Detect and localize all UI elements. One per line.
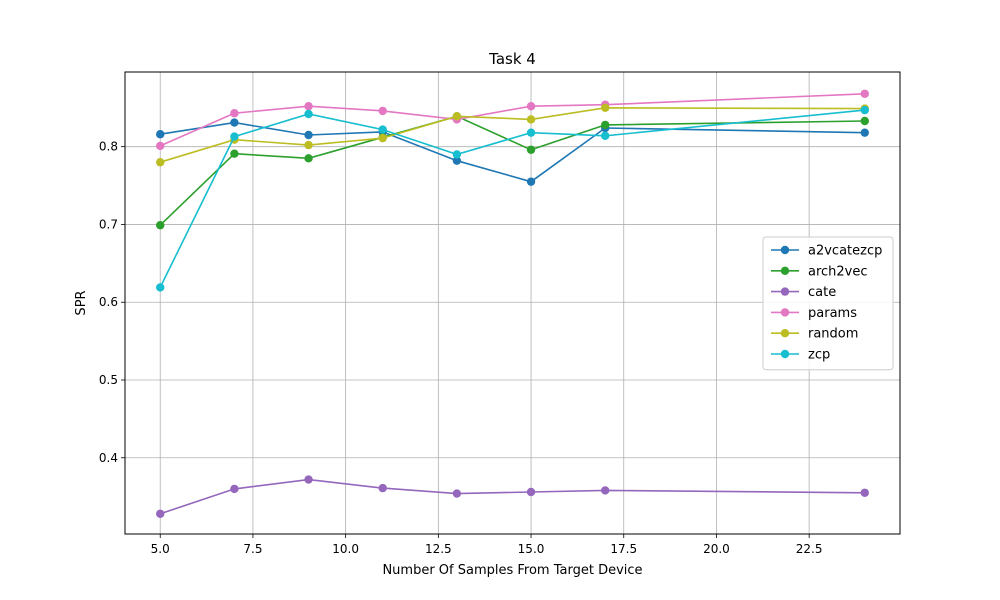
x-axis-label: Number Of Samples From Target Device	[382, 563, 642, 578]
data-point	[601, 486, 610, 495]
plot-area-frame	[124, 71, 901, 535]
data-point	[304, 475, 313, 484]
legend-marker	[780, 349, 790, 359]
data-point	[860, 105, 869, 115]
legend-item: cate	[771, 285, 836, 300]
data-point	[230, 149, 239, 158]
data-point	[452, 150, 462, 159]
data-point	[526, 128, 536, 137]
legend-item: random	[771, 327, 858, 342]
data-point	[378, 125, 387, 134]
legend-marker	[780, 287, 790, 296]
plot-series	[156, 89, 869, 518]
data-point	[452, 489, 462, 498]
x-tick-label: 20.0	[703, 542, 730, 556]
legend-marker	[780, 329, 790, 338]
legend: a2vcatezcp arch2vec cate params random zcp	[762, 236, 894, 371]
y-tick-label: 0.4	[99, 451, 118, 465]
data-point	[156, 130, 165, 139]
series-zcp	[156, 105, 869, 292]
data-point	[452, 112, 462, 121]
x-axis-ticks: 5.0 7.5 10.0 12.5 15.0 17.5 20.0 22.5	[151, 534, 823, 556]
legend-item: a2vcatezcp	[771, 244, 882, 259]
y-tick-label: 0.7	[99, 217, 118, 231]
data-point	[860, 116, 869, 126]
x-tick-label: 5.0	[151, 542, 170, 556]
legend-item: params	[771, 306, 857, 321]
data-point	[452, 156, 462, 165]
y-tick-label: 0.8	[99, 140, 118, 154]
legend-marker	[780, 308, 790, 317]
series-line	[160, 121, 865, 183]
series-line	[159, 478, 865, 515]
x-tick-label: 10.0	[332, 542, 359, 556]
series-line	[159, 106, 865, 163]
data-point	[601, 120, 610, 130]
data-point	[230, 109, 239, 118]
data-point	[230, 118, 239, 127]
data-point	[860, 488, 869, 497]
data-point	[304, 140, 313, 150]
x-tick-label: 17.5	[610, 542, 637, 556]
data-point	[526, 487, 536, 497]
data-point	[526, 177, 536, 186]
data-point	[230, 484, 239, 494]
data-point	[304, 154, 313, 163]
series-line	[159, 93, 865, 147]
data-point	[304, 130, 313, 140]
data-point	[378, 483, 387, 493]
legend-label: cate	[808, 285, 836, 300]
data-point	[378, 106, 387, 116]
data-point	[378, 133, 387, 143]
data-point	[230, 132, 239, 141]
legend-label: random	[808, 327, 858, 342]
data-point	[526, 102, 536, 111]
data-point	[601, 131, 610, 140]
data-point	[156, 141, 165, 151]
legend-label: params	[808, 306, 857, 321]
data-point	[860, 89, 869, 98]
legend-label: zcp	[808, 348, 830, 363]
y-tick-label: 0.6	[99, 295, 118, 309]
y-axis-label: SPR	[74, 290, 89, 315]
legend-marker	[780, 266, 790, 275]
series-cate	[156, 475, 869, 518]
data-point	[860, 128, 869, 137]
data-point	[304, 109, 313, 119]
chart-title: Task 4	[488, 50, 536, 68]
legend-item: zcp	[771, 348, 830, 363]
data-point	[526, 115, 536, 124]
data-point	[156, 158, 165, 167]
legend-marker	[780, 245, 790, 255]
x-tick-label: 15.0	[518, 542, 545, 556]
legend-label: a2vcatezcp	[808, 244, 882, 259]
x-tick-label: 7.5	[243, 542, 262, 556]
y-axis-ticks: 0.4 0.5 0.6 0.7 0.8	[99, 140, 125, 465]
legend-item: arch2vec	[771, 264, 868, 279]
legend-label: arch2vec	[808, 264, 868, 279]
x-tick-label: 22.5	[796, 542, 823, 556]
x-tick-label: 12.5	[425, 542, 452, 556]
data-point	[526, 145, 536, 154]
data-point	[156, 221, 165, 230]
data-point	[156, 283, 165, 292]
data-point	[304, 102, 313, 111]
series-line	[159, 109, 865, 288]
data-point	[156, 509, 165, 518]
y-tick-label: 0.5	[99, 373, 118, 387]
data-point	[601, 103, 610, 112]
